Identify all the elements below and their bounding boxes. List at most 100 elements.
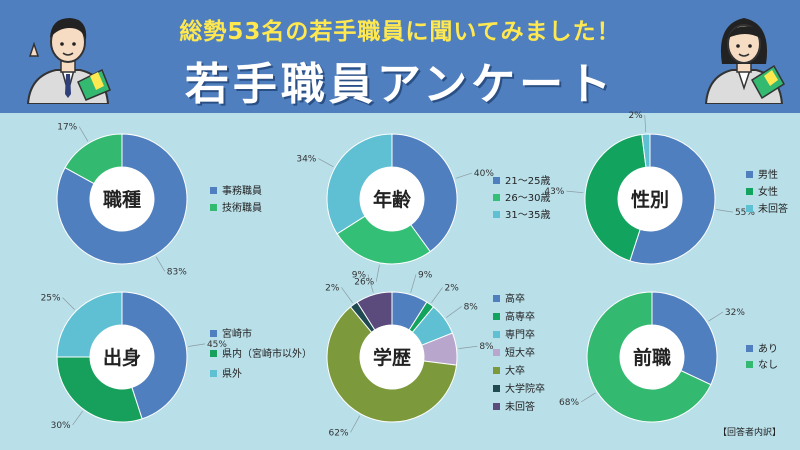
leader-line — [410, 274, 417, 293]
legend-label: 26～30歳 — [505, 192, 550, 204]
legend-swatch — [746, 205, 753, 212]
legend-label: 事務職員 — [222, 184, 262, 197]
legend-swatch — [746, 345, 753, 352]
leader-line — [367, 274, 374, 293]
data-label: 8% — [464, 302, 479, 312]
legend-swatch — [746, 361, 753, 368]
leader-line — [716, 209, 734, 213]
leader-line — [188, 343, 206, 347]
page-title: 若手職員アンケート — [184, 59, 616, 110]
legend-label: 高卒 — [505, 292, 525, 305]
data-label: 40% — [474, 169, 494, 179]
legend-swatch — [746, 171, 753, 178]
donut-slice — [586, 291, 712, 423]
leader-line — [431, 287, 443, 304]
legend-swatch — [493, 349, 500, 356]
legend-swatch — [493, 367, 500, 374]
chart-title: 前職 — [633, 346, 671, 369]
legend-label: 高専卒 — [505, 310, 535, 323]
legend-swatch — [493, 313, 500, 320]
legend-label: 短大卒 — [505, 346, 535, 359]
chart-title: 性別 — [631, 188, 669, 211]
legend-swatch — [493, 403, 500, 410]
data-label: 43% — [544, 187, 564, 197]
donut-hole — [360, 325, 424, 389]
leader-line — [458, 345, 478, 349]
data-label: 45% — [207, 340, 227, 350]
donut-hole — [618, 167, 682, 231]
legend-label: 宮崎市 — [222, 327, 252, 340]
legend-swatch — [493, 194, 500, 201]
legend-label: 21～25歳 — [505, 175, 550, 187]
legend-label: 県内（宮崎市以外） — [222, 347, 312, 360]
legend-swatch — [210, 187, 217, 194]
data-label: 8% — [479, 342, 494, 352]
chart-title: 学歴 — [373, 346, 411, 369]
data-label: 26% — [354, 278, 374, 288]
legend-swatch — [210, 350, 217, 357]
leader-line — [375, 264, 380, 282]
header-banner — [0, 0, 800, 113]
donut-hole — [90, 167, 154, 231]
data-label: 2% — [628, 111, 643, 121]
leader-line — [566, 190, 584, 194]
legend-label: なし — [758, 359, 778, 371]
data-label: 9% — [352, 270, 367, 280]
legend-label: 男性 — [758, 168, 778, 181]
page-subtitle: 総勢53名の若手職員に聞いてみました！ — [179, 19, 621, 45]
leader-line — [318, 158, 334, 168]
footnote: 【回答者内訳】 — [718, 428, 782, 438]
donut-hole — [90, 325, 154, 389]
data-label: 83% — [167, 267, 187, 277]
leader-line — [155, 256, 166, 272]
donut-hole — [360, 167, 424, 231]
data-label: 68% — [559, 398, 579, 408]
legend-label: 専門卒 — [505, 328, 535, 341]
leader-line — [78, 126, 89, 142]
legend-label: 未回答 — [758, 202, 788, 215]
leader-line — [455, 172, 472, 179]
legend-label: あり — [758, 343, 778, 355]
data-label: 34% — [296, 155, 316, 165]
chart-title: 年齢 — [373, 188, 412, 211]
leader-line — [341, 287, 353, 304]
donut-slice — [121, 291, 188, 420]
legend-swatch — [493, 295, 500, 302]
legend-label: 未回答 — [505, 400, 535, 413]
legend-label: 県外 — [222, 368, 242, 380]
chart-title: 出身 — [103, 346, 141, 369]
legend-label: 大学院卒 — [505, 382, 545, 395]
data-label: 32% — [725, 308, 745, 318]
legend-swatch — [210, 330, 217, 337]
data-label: 25% — [41, 294, 61, 304]
legend-swatch — [210, 370, 217, 377]
data-label: 62% — [329, 428, 349, 438]
donut-hole — [620, 325, 684, 389]
legend-swatch — [493, 211, 500, 218]
legend-label: 大卒 — [505, 364, 525, 377]
leader-line — [445, 306, 462, 318]
data-label: 30% — [51, 421, 71, 431]
male-staff-illustration — [26, 18, 111, 104]
data-label: 55% — [735, 208, 755, 218]
legend-swatch — [210, 204, 217, 211]
legend-swatch — [493, 331, 500, 338]
data-label: 9% — [418, 270, 433, 280]
leader-line — [62, 297, 75, 310]
legend-label: 女性 — [758, 185, 778, 198]
leader-line — [72, 410, 83, 426]
legend-label: 31～35歳 — [505, 209, 550, 221]
data-label: 2% — [325, 283, 340, 293]
legend-swatch — [493, 177, 500, 184]
data-label: 2% — [445, 283, 460, 293]
leader-line — [580, 392, 596, 403]
leader-line — [708, 311, 724, 322]
female-staff-illustration — [704, 18, 785, 104]
leader-line — [350, 415, 361, 433]
chart-title: 職種 — [103, 188, 141, 211]
legend-swatch — [746, 188, 753, 195]
legend-label: 技術職員 — [222, 201, 262, 214]
legend-swatch — [493, 385, 500, 392]
data-label: 17% — [57, 123, 77, 133]
